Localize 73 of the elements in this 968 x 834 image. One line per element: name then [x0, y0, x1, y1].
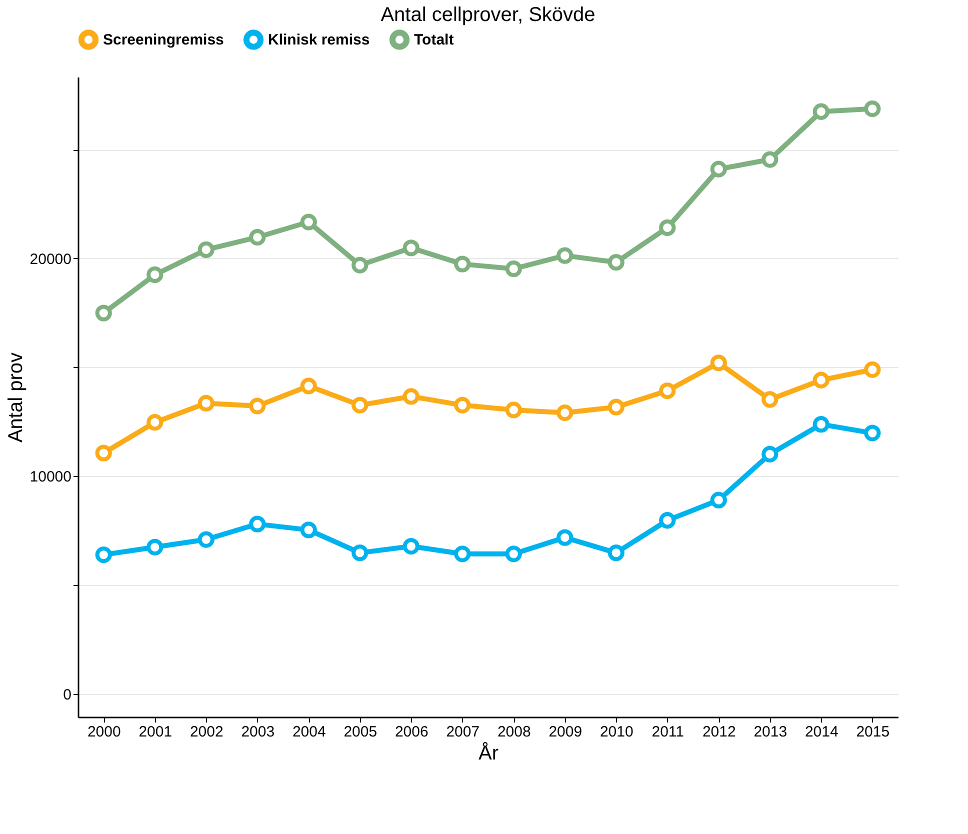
x-tick-label: 2002: [190, 724, 224, 740]
point: [249, 516, 266, 532]
point: [608, 544, 624, 562]
chart-title: Antal cellprover, Skövde: [380, 4, 596, 26]
point: [608, 398, 624, 416]
x-tick-label: 2009: [548, 724, 582, 740]
point: [402, 538, 420, 555]
x-tick-label: 2010: [600, 724, 634, 740]
point: [95, 444, 112, 462]
point: [864, 100, 881, 118]
point: [864, 361, 881, 378]
point: [146, 266, 164, 284]
legend-label: Totalt: [414, 32, 454, 49]
point: [812, 372, 830, 388]
y-axis-title: Antal prov: [4, 352, 27, 443]
x-tick-label: 2008: [497, 724, 531, 740]
x-tick-label: 2011: [652, 724, 684, 740]
x-tick-label: 2003: [241, 724, 275, 740]
y-tick-label: 10000: [30, 468, 72, 486]
point: [608, 254, 624, 271]
point: [198, 394, 214, 412]
point: [95, 304, 112, 322]
point: [505, 402, 522, 418]
point: [762, 391, 778, 408]
point: [864, 424, 881, 442]
point: [352, 256, 368, 274]
point: [454, 396, 471, 414]
point: [556, 529, 574, 546]
point: [659, 382, 676, 400]
point: [300, 214, 317, 230]
point: [505, 260, 522, 278]
point: [762, 151, 778, 168]
point: [402, 388, 420, 405]
point: [146, 414, 164, 431]
point: [556, 247, 574, 264]
point: [710, 492, 727, 508]
point: [198, 531, 214, 548]
x-tick-label: 2005: [344, 724, 378, 740]
point: [249, 228, 266, 246]
point: [300, 378, 317, 394]
legend-label: Klinisk remiss: [268, 32, 370, 49]
point: [812, 103, 830, 120]
x-tick-label: 2000: [87, 724, 121, 740]
y-tick-label: 20000: [30, 250, 72, 268]
point: [710, 160, 727, 178]
point: [454, 546, 471, 562]
point: [812, 416, 830, 433]
point: [505, 546, 522, 562]
x-tick-label: 2006: [394, 724, 428, 740]
point: [710, 354, 727, 372]
point: [352, 544, 368, 562]
x-tick-label: 2014: [804, 724, 838, 740]
x-tick-label: 2012: [702, 724, 736, 740]
point: [300, 522, 317, 538]
point: [454, 256, 471, 272]
legend-label: Screeningremiss: [103, 32, 224, 49]
x-tick-label: 2001: [138, 724, 172, 740]
point: [95, 546, 112, 564]
point: [352, 396, 368, 414]
point: [249, 398, 266, 414]
x-axis-title: År: [478, 742, 499, 764]
point: [659, 512, 676, 529]
point: [402, 240, 420, 256]
x-tick-label: 2013: [754, 724, 788, 740]
point: [659, 219, 676, 236]
x-tick-label: 2004: [292, 724, 326, 740]
x-tick-label: 2007: [446, 724, 480, 740]
point: [556, 404, 574, 422]
x-tick-label: 2015: [856, 724, 890, 740]
point: [146, 538, 164, 556]
point: [198, 241, 214, 258]
point: [762, 446, 778, 462]
y-tick-label: 0: [63, 686, 72, 704]
